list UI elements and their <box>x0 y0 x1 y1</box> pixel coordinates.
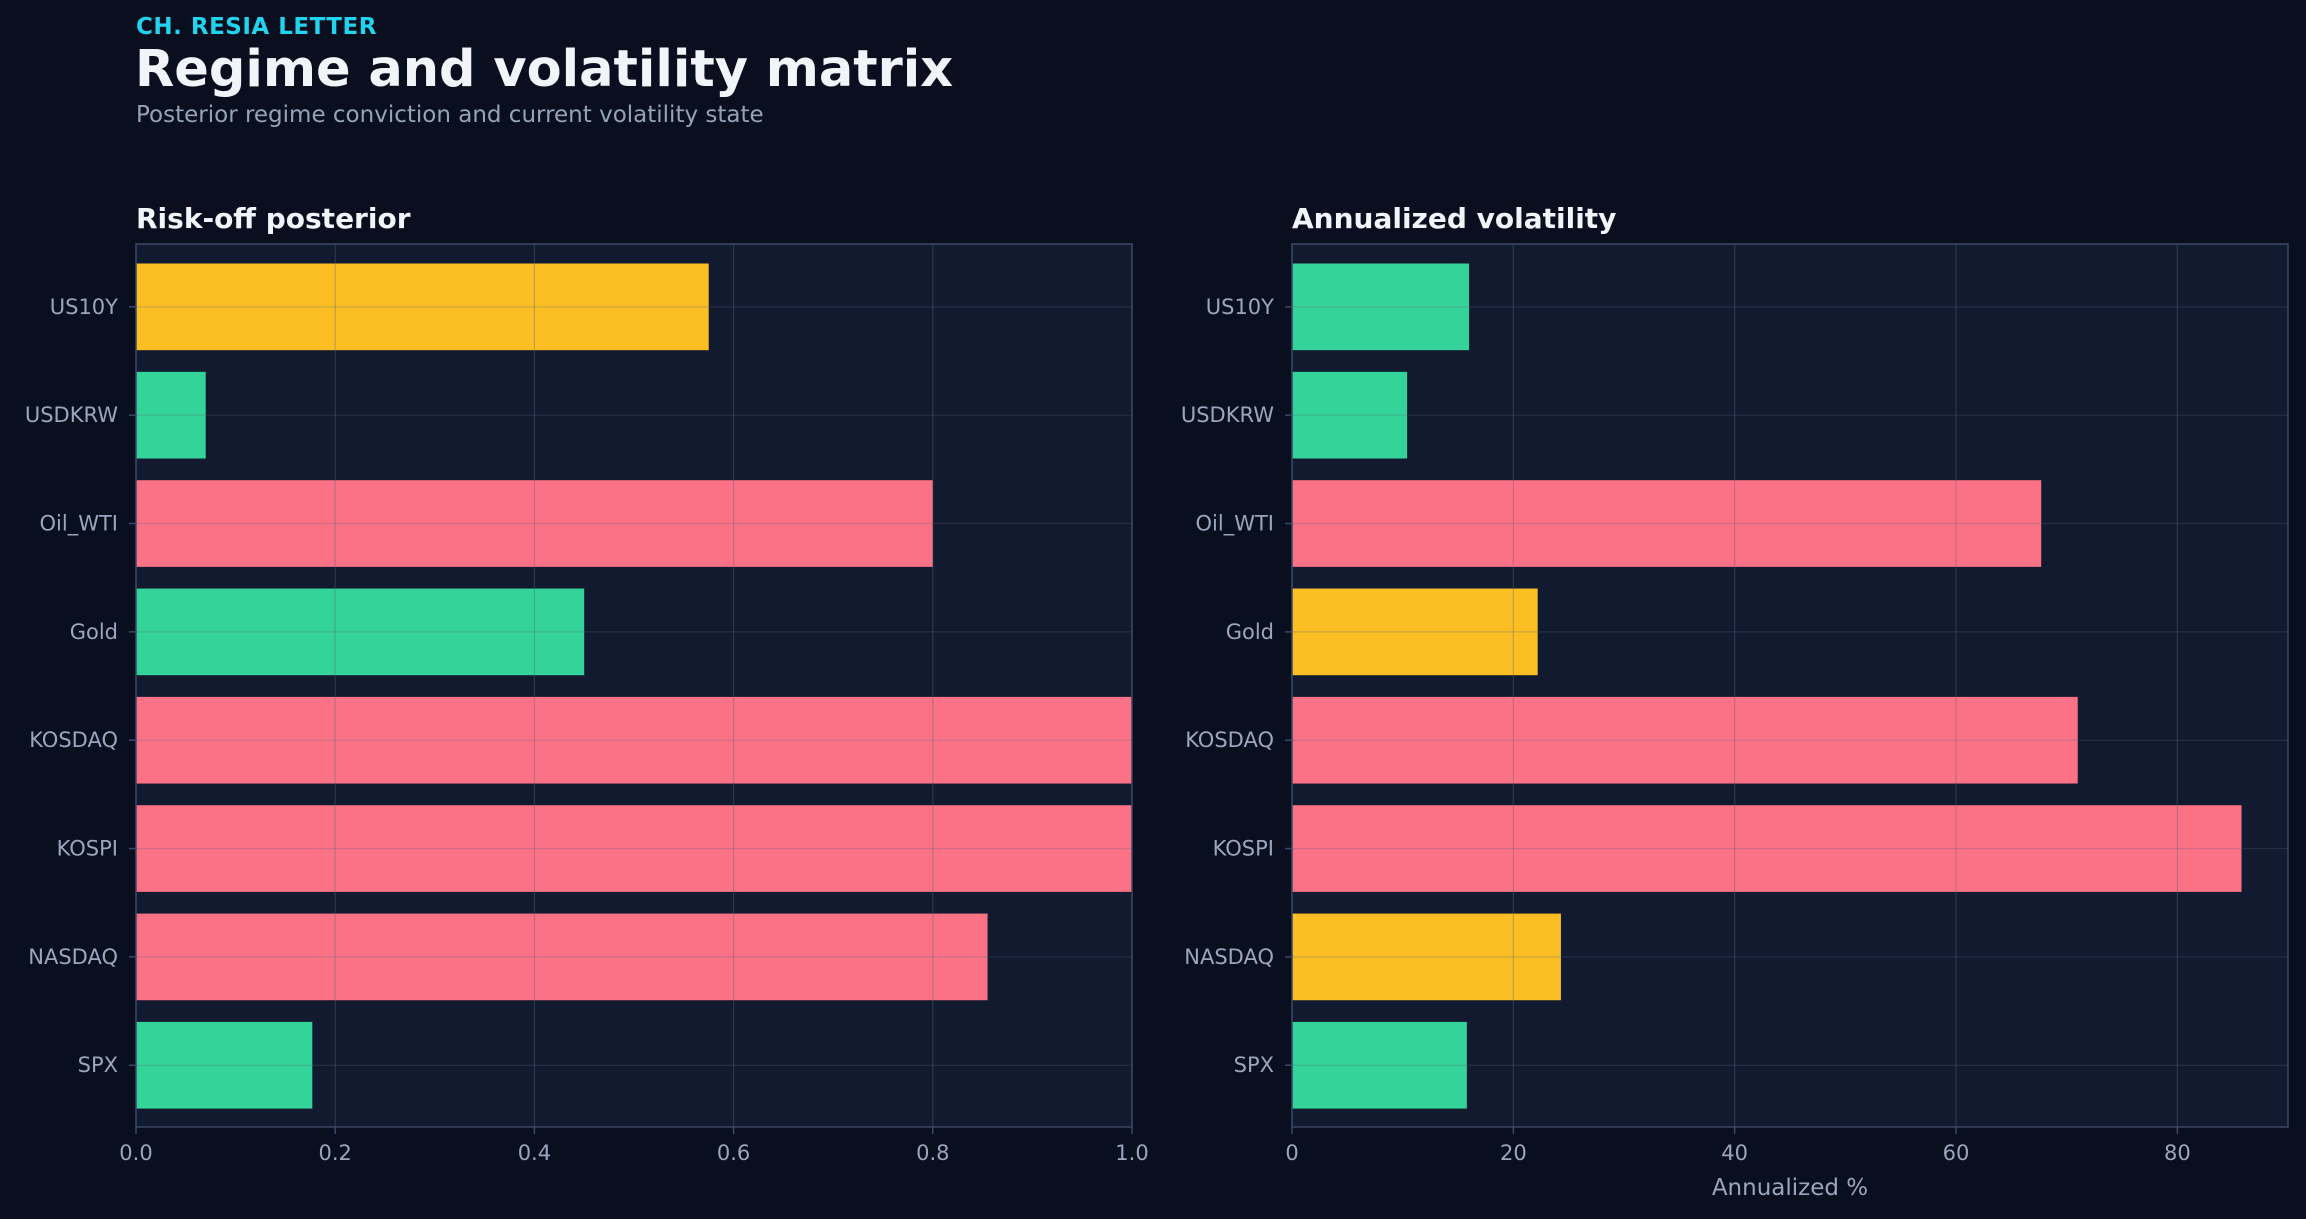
annualized-volatility-bar-oil-wti <box>1292 480 2042 567</box>
annualized-volatility-bar-us10y <box>1292 263 1470 351</box>
risk-off-posterior-xtick-label-5: 1.0 <box>1115 1141 1148 1165</box>
risk-off-posterior-category-label-oil-wti: Oil_WTI <box>40 512 118 537</box>
annualized-volatility-category-label-spx: SPX <box>1234 1053 1274 1077</box>
annualized-volatility-xtick-label-2: 40 <box>1721 1141 1748 1165</box>
annualized-volatility-category-label-nasdaq: NASDAQ <box>1184 945 1274 969</box>
annualized-volatility-category-label-gold: Gold <box>1226 620 1274 644</box>
annualized-volatility-bar-usdkrw <box>1292 371 1408 459</box>
risk-off-posterior-category-label-gold: Gold <box>70 620 118 644</box>
risk-off-posterior-category-label-nasdaq: NASDAQ <box>28 945 118 969</box>
risk-off-posterior-bar-oil-wti <box>136 480 933 567</box>
page-subtitle: Posterior regime conviction and current … <box>136 102 764 128</box>
annualized-volatility-frame <box>1291 243 2289 1128</box>
risk-off-posterior-category-label-kospi: KOSPI <box>57 837 118 861</box>
annualized-volatility-bar-nasdaq <box>1292 913 1561 1001</box>
annualized-volatility-category-label-kospi: KOSPI <box>1213 837 1274 861</box>
risk-off-posterior-bar-us10y <box>136 263 709 351</box>
annualized-volatility-xtick-label-0: 0 <box>1285 1141 1298 1165</box>
annualized-volatility-bar-spx <box>1292 1021 1467 1109</box>
risk-off-posterior-bar-kospi <box>136 805 1132 892</box>
annualized-volatility-category-label-oil-wti: Oil_WTI <box>1196 512 1274 537</box>
annualized-volatility-category-label-usdkrw: USDKRW <box>1181 403 1274 427</box>
risk-off-posterior-bar-usdkrw <box>136 371 206 459</box>
risk-off-posterior-title: Risk-off posterior <box>136 202 411 235</box>
risk-off-posterior-category-label-usdkrw: USDKRW <box>25 403 118 427</box>
page-title: Regime and volatility matrix <box>135 40 954 99</box>
risk-off-posterior-bar-spx <box>136 1021 313 1109</box>
risk-off-posterior-xtick-label-2: 0.4 <box>518 1141 551 1165</box>
annualized-volatility-title: Annualized volatility <box>1292 202 1616 235</box>
annualized-volatility-category-label-us10y: US10Y <box>1206 295 1274 319</box>
risk-off-posterior-bar-kosdaq <box>136 696 1132 784</box>
annualized-volatility-bar-gold <box>1292 588 1538 676</box>
risk-off-posterior-xtick-label-3: 0.6 <box>717 1141 750 1165</box>
risk-off-posterior-xtick-label-1: 0.2 <box>318 1141 351 1165</box>
annualized-volatility-xtick-label-3: 60 <box>1943 1141 1970 1165</box>
risk-off-posterior-bar-gold <box>136 588 585 676</box>
annualized-volatility-bar-kospi <box>1292 805 2242 892</box>
annualized-volatility-panel: Annualized volatility US10Y USDKRW Oil_WTI G… <box>1181 202 2289 1201</box>
annualized-volatility-bar-kosdaq <box>1292 696 2078 784</box>
risk-off-posterior-category-label-kosdaq: KOSDAQ <box>29 728 118 752</box>
report-kicker: CH. RESIA LETTER <box>136 14 377 40</box>
annualized-volatility-x-axis-label: Annualized % <box>1712 1175 1868 1201</box>
risk-off-posterior-xtick-label-4: 0.8 <box>916 1141 949 1165</box>
risk-off-posterior-xtick-label-0: 0.0 <box>119 1141 152 1165</box>
risk-off-posterior-frame <box>135 243 1133 1128</box>
annualized-volatility-xtick-label-1: 20 <box>1500 1141 1527 1165</box>
annualized-volatility-category-label-kosdaq: KOSDAQ <box>1185 728 1274 752</box>
risk-off-posterior-panel: Risk-off posterior US10Y USDKRW Oil_WTI Gold… <box>25 202 1149 1165</box>
risk-off-posterior-bar-nasdaq <box>136 913 988 1001</box>
annualized-volatility-xtick-label-4: 80 <box>2164 1141 2191 1165</box>
risk-off-posterior-category-label-spx: SPX <box>78 1053 118 1077</box>
risk-off-posterior-category-label-us10y: US10Y <box>50 295 118 319</box>
